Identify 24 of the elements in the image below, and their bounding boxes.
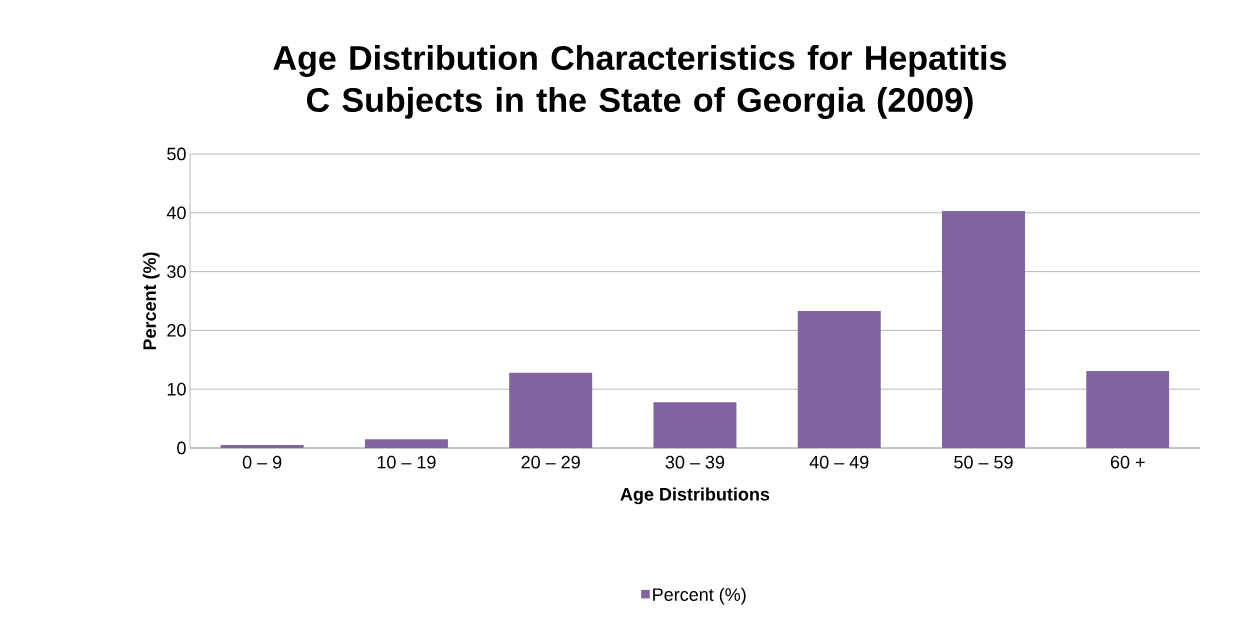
y-tick-label: 10 xyxy=(167,382,186,396)
x-axis-title: Age Distributions xyxy=(620,487,770,505)
bar xyxy=(797,311,881,448)
bar xyxy=(1086,370,1170,448)
bar xyxy=(364,439,448,448)
y-tick-label: 50 xyxy=(167,147,186,161)
x-tick-label: 20 – 29 xyxy=(521,455,580,469)
chart-title: Age Distribution Characteristics for Hepatitis C Subjects in the State of Georgia (2009) xyxy=(273,45,1007,119)
y-tick-label: 20 xyxy=(167,324,186,337)
legend-label: Percent (%) xyxy=(653,587,746,605)
y-axis-title: Percent (%) xyxy=(142,252,160,350)
x-tick-label: 30 – 39 xyxy=(665,455,725,469)
x-tick-label: 0 – 9 xyxy=(242,455,282,469)
y-tick-label: 30 xyxy=(167,265,186,278)
x-tick-label: 50 – 59 xyxy=(954,455,1013,469)
y-tick-label: 0 xyxy=(177,441,186,455)
x-tick-label: 10 – 19 xyxy=(377,455,436,469)
x-tick-label: 60 + xyxy=(1110,455,1145,469)
x-tick-label: 40 – 49 xyxy=(809,455,869,469)
bar xyxy=(220,445,304,448)
bar xyxy=(942,211,1026,448)
bar xyxy=(509,372,593,448)
y-tick-label: 40 xyxy=(166,206,186,220)
bar xyxy=(653,402,737,448)
